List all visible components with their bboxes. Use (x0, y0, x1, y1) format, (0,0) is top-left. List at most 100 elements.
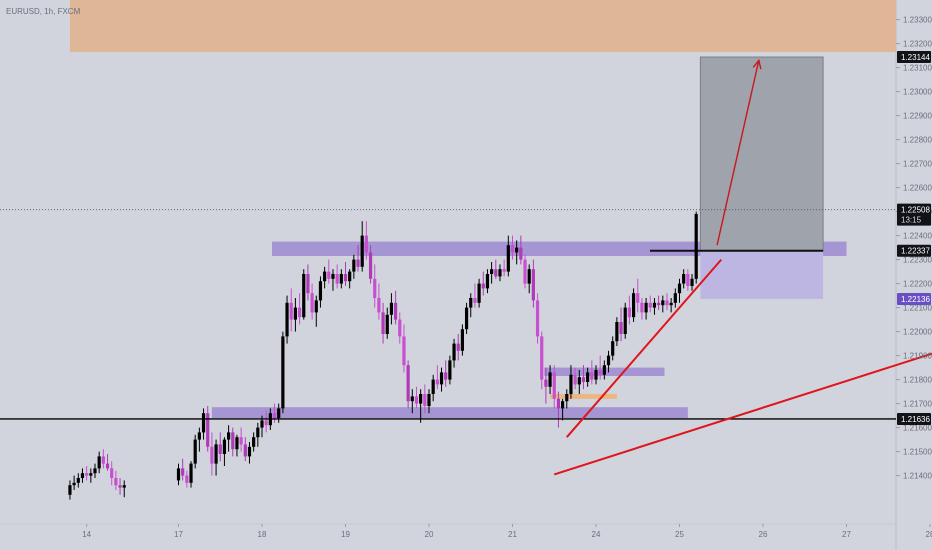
candle-body (506, 245, 510, 272)
arrow-head-icon (752, 58, 762, 70)
candle-body (118, 485, 122, 488)
candle-body (193, 439, 197, 464)
candle-body (619, 322, 623, 334)
candle-body (72, 482, 76, 486)
price-tick-label: 1.22900 (903, 112, 932, 121)
price-tick-label: 1.21500 (903, 448, 932, 457)
candle-body (256, 427, 260, 438)
symbol-title: EURUSD, 1h, FXCM (6, 7, 81, 16)
time-tick-label: 24 (592, 530, 601, 539)
candle-body (594, 370, 598, 380)
candle-body (586, 372, 590, 382)
candle-body (615, 322, 619, 342)
candle-body (114, 478, 118, 486)
candle-body (494, 269, 498, 277)
support-zone (211, 407, 688, 418)
candle-body (427, 394, 431, 406)
candle-body (527, 269, 531, 284)
candle-body (464, 307, 469, 330)
time-tick-label: 28 (926, 530, 932, 539)
price-tick-label: 1.21400 (903, 472, 932, 481)
price-tick-label: 1.23100 (903, 64, 932, 73)
candle-body (502, 269, 506, 272)
price-axis-background[interactable] (896, 0, 932, 550)
candle-body (68, 485, 72, 495)
candle-body (590, 372, 594, 380)
time-tick-label: 19 (341, 530, 350, 539)
candle-body (515, 247, 519, 253)
candle-body (439, 372, 444, 385)
candle-body (669, 302, 673, 306)
candle-body (690, 278, 694, 286)
time-tick-label: 17 (174, 530, 183, 539)
candle-body (247, 446, 252, 457)
candle-body (101, 456, 105, 464)
candle-body (456, 343, 460, 351)
candle-body (297, 307, 302, 318)
candle-body (581, 377, 586, 382)
candle-body (97, 456, 101, 469)
lines-layer (0, 58, 932, 476)
candle-body (657, 302, 661, 306)
price-tag-label: 1.22136 (901, 295, 930, 304)
price-tick-label: 1.23300 (903, 16, 932, 25)
price-tick-label: 1.22200 (903, 280, 932, 289)
candle-body (201, 413, 206, 433)
candle-body (389, 302, 394, 315)
candle-body (398, 319, 402, 337)
candle-body (122, 485, 126, 488)
candle-body (385, 314, 389, 334)
candle-body (206, 413, 210, 447)
candle-body (222, 439, 227, 454)
price-tag (897, 292, 931, 305)
candle-body (661, 300, 665, 306)
position-stop-box (700, 250, 824, 299)
candle-body (569, 374, 573, 394)
candle-body (76, 478, 80, 483)
price-tag (897, 51, 931, 64)
candle-body (510, 245, 515, 253)
candle-body (239, 437, 243, 445)
candle-body (435, 379, 439, 385)
price-tick-label: 1.21900 (903, 352, 932, 361)
candle-body (631, 293, 636, 318)
candle-body (364, 235, 368, 253)
candle-body (481, 283, 485, 289)
price-tick-label: 1.21800 (903, 376, 932, 385)
candle-body (252, 437, 256, 447)
candle-body (323, 271, 327, 282)
time-tick-label: 25 (675, 530, 684, 539)
price-tick-label: 1.22000 (903, 328, 932, 337)
candle-body (485, 274, 490, 289)
candle-body (519, 247, 523, 260)
candle-body (406, 365, 410, 402)
candle-body (368, 252, 373, 279)
candle-body (419, 394, 423, 404)
time-tick-label: 21 (508, 530, 517, 539)
candle-body (189, 463, 193, 483)
price-tick-label: 1.22800 (903, 136, 932, 145)
candle-body (423, 394, 427, 406)
time-tick-label: 26 (759, 530, 768, 539)
price-tick-label: 1.23000 (903, 88, 932, 97)
candle-body (469, 298, 473, 308)
candle-body (348, 271, 352, 282)
candle-body (665, 300, 669, 306)
time-tick-label: 14 (82, 530, 91, 539)
candles-layer (68, 211, 698, 500)
price-tick-label: 1.23200 (903, 40, 932, 49)
candle-body (343, 274, 348, 282)
candle-body (682, 274, 686, 284)
price-tick-label: 1.22600 (903, 184, 932, 193)
candle-body (339, 274, 343, 284)
candle-body (652, 302, 657, 308)
candle-body (264, 420, 268, 426)
candle-body (644, 302, 648, 313)
candle-body (227, 432, 231, 440)
candle-body (381, 312, 385, 334)
candle-body (218, 444, 222, 454)
candle-body (176, 468, 181, 481)
trendline-short (566, 258, 723, 438)
